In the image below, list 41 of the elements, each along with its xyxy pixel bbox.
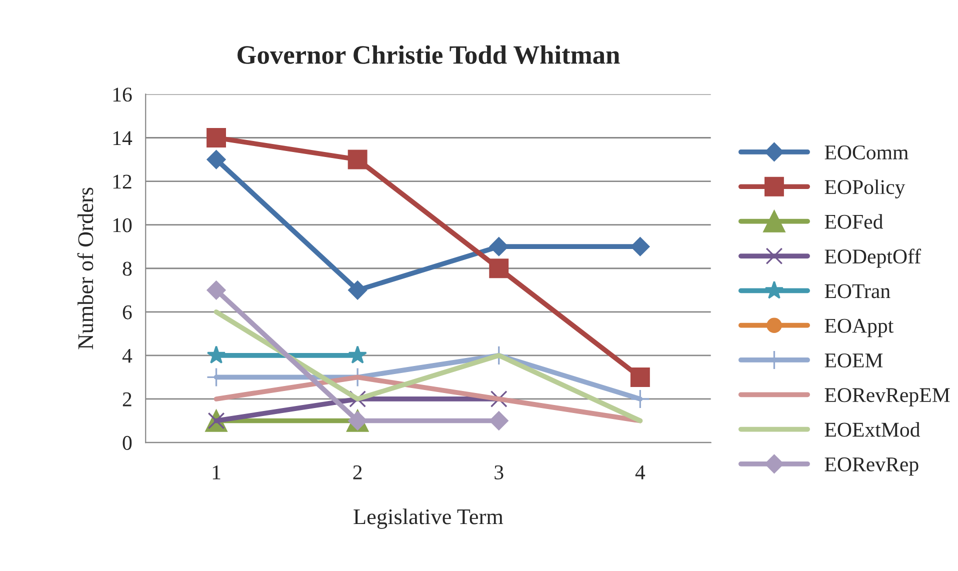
y-tick-label: 0 bbox=[122, 436, 132, 450]
legend-label: EOPolicy bbox=[824, 179, 906, 198]
x-tick-label: 2 bbox=[353, 465, 362, 480]
chart-title: Governor Christie Todd Whitman bbox=[238, 45, 620, 64]
x-tick-label: 3 bbox=[494, 465, 504, 480]
x-tick-label: 1 bbox=[212, 465, 220, 480]
point bbox=[489, 258, 509, 278]
y-tick-label: 12 bbox=[113, 174, 132, 189]
point bbox=[489, 411, 508, 430]
legend-label: EOExtMod bbox=[824, 422, 920, 437]
y-tick-label: 2 bbox=[122, 392, 132, 406]
y-tick-label: 16 bbox=[113, 88, 132, 102]
x-axis-title: Legislative Term bbox=[354, 508, 504, 529]
y-tick-label: 14 bbox=[113, 131, 132, 145]
y-tick-label: 8 bbox=[122, 262, 132, 276]
y-tick-label: 6 bbox=[122, 305, 132, 320]
legend-label: EOAppt bbox=[824, 318, 894, 338]
legend-label: EOComm bbox=[824, 145, 908, 160]
point bbox=[206, 128, 226, 148]
legend-label: EORevRep bbox=[824, 457, 918, 476]
legend-label: EOFed bbox=[824, 214, 883, 229]
point bbox=[348, 150, 368, 170]
point bbox=[348, 346, 367, 364]
point bbox=[630, 367, 650, 387]
y-tick-label: 4 bbox=[122, 348, 132, 363]
point bbox=[206, 346, 226, 364]
line-series bbox=[214, 309, 643, 424]
point bbox=[206, 280, 226, 300]
point bbox=[489, 237, 508, 256]
point bbox=[348, 280, 368, 300]
point bbox=[630, 389, 650, 409]
legend-label: EODeptOff bbox=[824, 248, 922, 268]
legend-label: EORevRepEM bbox=[824, 388, 950, 406]
y-tick-label: 10 bbox=[113, 218, 132, 232]
legend-label: EOTran bbox=[824, 284, 890, 298]
point bbox=[490, 390, 508, 408]
point bbox=[206, 150, 226, 170]
y-axis-title: Number of Orders bbox=[77, 188, 94, 350]
legend-label: EOEM bbox=[824, 353, 883, 368]
point bbox=[630, 237, 650, 256]
x-tick-label: 4 bbox=[635, 465, 646, 480]
